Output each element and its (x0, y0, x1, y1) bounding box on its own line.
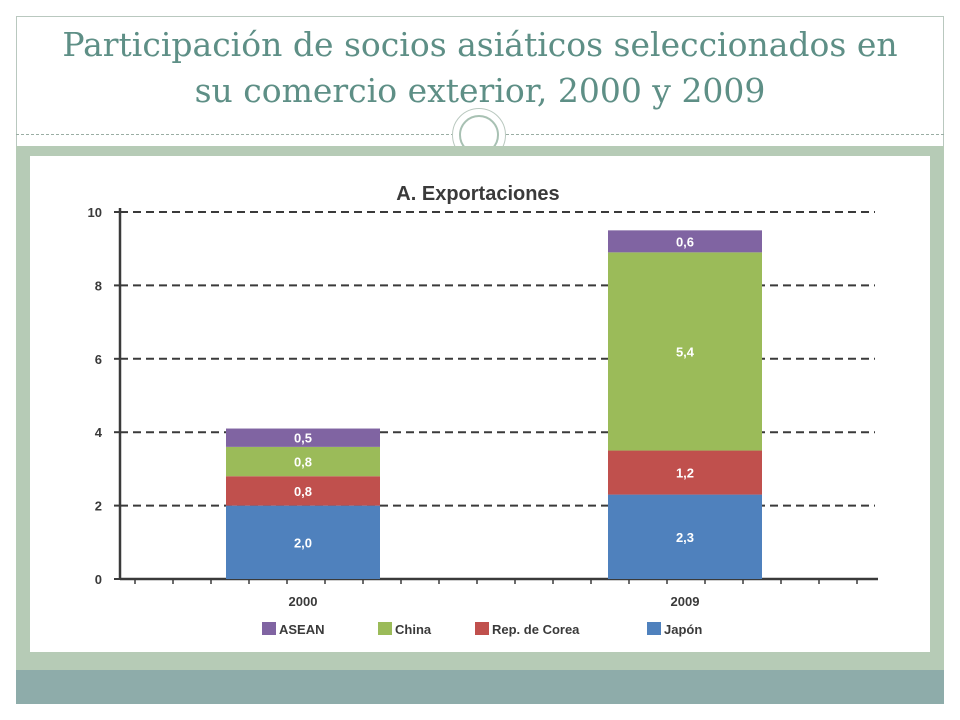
x-tick-label: 2009 (671, 594, 700, 609)
legend-label: China (395, 622, 432, 637)
y-tick-label: 10 (88, 205, 102, 220)
bar-segment-rep-de-corea (608, 450, 762, 495)
title-line-1: Participación de socios asiáticos selecc… (62, 25, 898, 64)
bar-data-label: 0,6 (676, 234, 694, 249)
slide-title: Participación de socios asiáticos selecc… (16, 22, 944, 114)
bar-data-label: 0,5 (294, 431, 312, 446)
bar-data-label: 0,8 (294, 484, 312, 499)
legend-swatch (475, 622, 489, 635)
bar-segment-jap-n (608, 494, 762, 579)
legend-label: Rep. de Corea (492, 622, 580, 637)
y-tick-label: 8 (95, 278, 102, 293)
legend-label: Japón (664, 622, 702, 637)
bar-data-label: 1,2 (676, 466, 694, 481)
bar-segment-jap-n (226, 505, 380, 579)
bar-segment-rep-de-corea (226, 476, 380, 506)
bar-data-label: 0,8 (294, 455, 312, 470)
legend-swatch (262, 622, 276, 635)
bar-segment-china (226, 446, 380, 477)
exports-chart: A. Exportaciones 0 2 4 6 8 10 2,0 0,8 0,8 0,5 2000 2… (88, 183, 878, 637)
legend-swatch (647, 622, 661, 635)
y-tick-label: 4 (95, 425, 103, 440)
y-tick-label: 6 (95, 352, 102, 367)
legend-swatch (378, 622, 392, 635)
footer-band (16, 670, 944, 704)
legend-label: ASEAN (279, 622, 325, 637)
title-line-2: su comercio exterior, 2000 y 2009 (194, 71, 766, 110)
bar-data-label: 2,3 (676, 530, 694, 545)
bar-segment-asean (226, 428, 380, 447)
bar-data-label: 2,0 (294, 535, 312, 550)
y-tick-label: 0 (95, 572, 102, 587)
bar-segment-china (608, 252, 762, 451)
chart-title: A. Exportaciones (396, 183, 559, 205)
bar-data-label: 5,4 (676, 344, 695, 359)
y-tick-label: 2 (95, 499, 102, 514)
bar-segment-asean (608, 230, 762, 253)
chart-panel: A. Exportaciones 0 2 4 6 8 10 2,0 0,8 0,8 0,5 2000 2… (30, 156, 930, 652)
x-tick-label: 2000 (289, 594, 318, 609)
